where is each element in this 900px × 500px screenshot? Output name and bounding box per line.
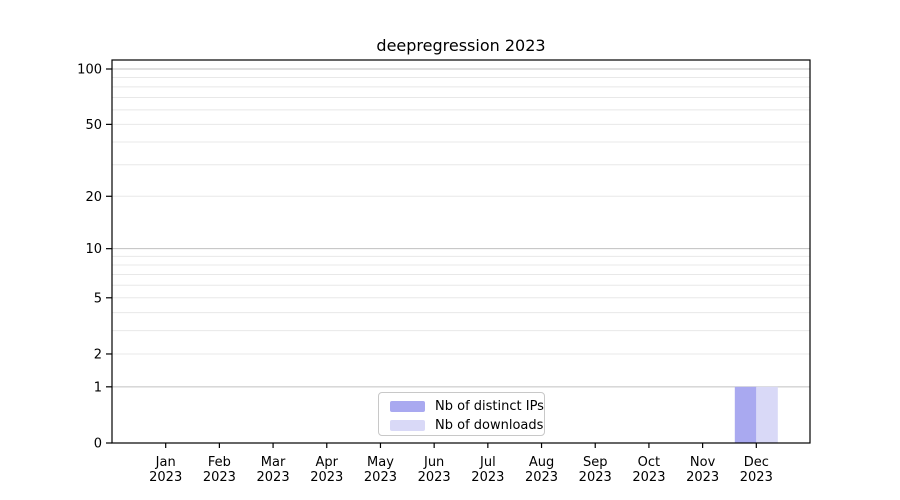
x-tick-label-month-may: May [367,455,394,470]
x-tick-label-year-oct: 2023 [632,470,665,485]
x-tick-label-year-jan: 2023 [149,470,182,485]
chart-title: deepregression 2023 [376,36,546,55]
legend-swatch-downloads [390,420,425,431]
bar-nb-of-downloads-dec-2023 [756,386,778,443]
legend: Nb of distinct IPs Nb of downloads [378,392,545,436]
x-tick-label-year-feb: 2023 [203,470,236,485]
x-tick-label-year-jul: 2023 [471,470,504,485]
y-tick-label-1: 1 [94,380,102,395]
bar-nb-of-distinct-ips-dec-2023 [734,386,757,443]
x-tick-label-year-mar: 2023 [257,470,290,485]
legend-entry-distinct-ips: Nb of distinct IPs [390,397,544,416]
x-tick-label-year-jun: 2023 [418,470,451,485]
x-tick-label-month-nov: Nov [690,455,716,470]
legend-label-distinct-ips: Nb of distinct IPs [435,399,544,414]
x-tick-label-year-sep: 2023 [579,470,612,485]
x-tick-label-month-jan: Jan [155,455,176,470]
plot-spines [111,59,811,444]
x-tick-label-year-dec: 2023 [740,470,773,485]
y-tick-label-50: 50 [85,118,102,133]
x-tick-label-month-sep: Sep [583,455,608,470]
y-tick-label-20: 20 [85,190,102,205]
x-tick-label-year-nov: 2023 [686,470,719,485]
x-tick-label-month-apr: Apr [316,455,339,470]
y-tick-label-0: 0 [94,437,102,452]
y-tick-label-100: 100 [77,63,102,78]
x-tick-label-month-jul: Jul [479,455,496,470]
x-tick-label-month-feb: Feb [208,455,231,470]
x-tick-label-month-aug: Aug [529,455,554,470]
y-tick-label-10: 10 [85,242,102,257]
x-tick-label-year-aug: 2023 [525,470,558,485]
x-tick-label-month-mar: Mar [261,455,286,470]
y-tick-label-5: 5 [94,291,102,306]
x-tick-label-year-apr: 2023 [310,470,343,485]
x-tick-label-month-dec: Dec [744,455,769,470]
x-tick-label-month-jun: Jun [423,455,444,470]
y-tick-label-2: 2 [94,347,102,362]
x-tick-label-year-may: 2023 [364,470,397,485]
x-tick-label-month-oct: Oct [638,455,660,470]
legend-entry-downloads: Nb of downloads [390,416,544,435]
legend-swatch-distinct-ips [390,401,425,412]
legend-label-downloads: Nb of downloads [435,418,544,433]
